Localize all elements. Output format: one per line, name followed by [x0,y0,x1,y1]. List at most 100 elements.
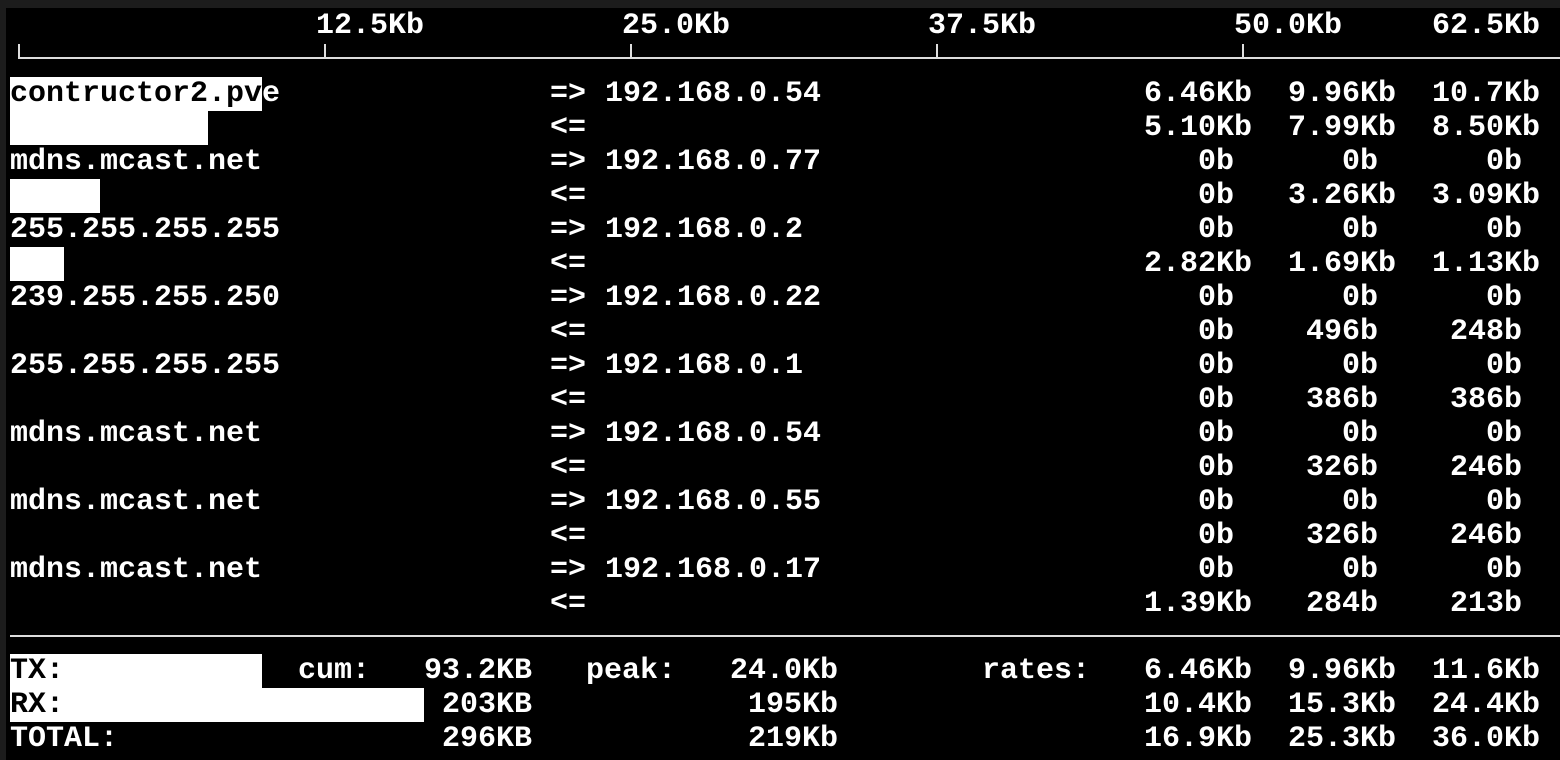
rx-rate: 326b [1305,519,1378,553]
tx-rate: 0b [1485,349,1522,383]
rx-rate: 0b [1197,451,1234,485]
rx-rate: 2.82Kb [1143,247,1252,281]
cumulative-value: 93.2KB [423,654,532,688]
rx-rate: 496b [1305,315,1378,349]
total-rate: 15.3Kb [1287,688,1396,722]
inbound-arrow: <= [550,111,587,145]
scale-axis [18,57,1560,59]
scale-tick [18,44,20,58]
tx-rate: 0b [1485,485,1522,519]
rx-rate: 5.10Kb [1143,111,1252,145]
tx-rate: 0b [1197,417,1234,451]
flow-host: contructor2.pve [10,77,280,111]
rx-rate: 8.50Kb [1431,111,1540,145]
outbound-arrow: => [550,145,587,179]
scale-tick-label: 62.5Kb [1431,9,1540,43]
tx-rate-bar [10,77,262,111]
scale-tick-label: 37.5Kb [928,9,1037,43]
total-rate: 36.0Kb [1431,722,1540,756]
rx-rate: 3.26Kb [1287,179,1396,213]
flow-peer: 192.168.0.2 [605,213,804,247]
flow-host: mdns.mcast.net [10,145,263,179]
total-rate: 25.3Kb [1287,722,1396,756]
rx-rate: 248b [1449,315,1522,349]
inbound-arrow: <= [550,587,587,621]
bar-covered-text: TX: [10,654,65,688]
inbound-arrow: <= [550,451,587,485]
outbound-arrow: => [550,417,587,451]
rx-rate: 246b [1449,451,1522,485]
rx-rate: 326b [1305,451,1378,485]
scale-tick [936,44,938,58]
tx-rate: 0b [1197,213,1234,247]
rx-rate: 386b [1449,383,1522,417]
tx-rate: 0b [1341,485,1378,519]
flow-peer: 192.168.0.55 [605,485,822,519]
totals-label: TOTAL: [10,722,119,756]
rates-label: rates: [982,654,1091,688]
tx-rate: 0b [1341,349,1378,383]
total-rate: 6.46Kb [1143,654,1252,688]
flow-peer: 192.168.0.22 [605,281,822,315]
tx-rate: 9.96Kb [1287,77,1396,111]
rx-rate-bar [10,111,208,145]
tx-rate: 0b [1341,145,1378,179]
total-rate: 9.96Kb [1287,654,1396,688]
totals-bar [10,688,424,722]
total-rate: 10.4Kb [1143,688,1252,722]
bar-covered-text: RX: [10,688,65,722]
rx-rate: 284b [1305,587,1378,621]
tx-rate: 0b [1197,485,1234,519]
flow-host: 255.255.255.255 [10,349,281,383]
totals-label: RX: [10,688,64,722]
rx-rate: 0b [1197,383,1234,417]
tx-rate: 6.46Kb [1143,77,1252,111]
outbound-arrow: => [550,349,587,383]
outbound-arrow: => [550,553,587,587]
tx-rate: 10.7Kb [1431,77,1540,111]
tx-rate: 0b [1485,417,1522,451]
scale-tick [1242,44,1244,58]
rx-rate: 213b [1449,587,1522,621]
inbound-arrow: <= [550,383,587,417]
scale-tick [630,44,632,58]
bar-uncovered-text: e [262,77,281,111]
outbound-arrow: => [550,213,587,247]
flow-peer: 192.168.0.17 [605,553,822,587]
rx-rate-bar [10,179,100,213]
flow-peer: 192.168.0.54 [605,417,822,451]
inbound-arrow: <= [550,315,587,349]
total-rate: 11.6Kb [1431,654,1540,688]
bar-covered-text: contructor2.pv [10,77,263,111]
flow-peer: 192.168.0.1 [605,349,804,383]
tx-rate: 0b [1197,145,1234,179]
rx-rate-bar [10,247,64,281]
tx-rate: 0b [1341,553,1378,587]
cum-label: cum: [298,654,371,688]
tx-rate: 0b [1485,553,1522,587]
peak-label: peak: [586,654,677,688]
flow-host: mdns.mcast.net [10,485,263,519]
scale-tick [324,44,326,58]
tx-rate: 0b [1485,213,1522,247]
peak-value: 195Kb [747,688,838,722]
flow-host: mdns.mcast.net [10,417,263,451]
tx-rate: 0b [1485,281,1522,315]
totals-label: TX: [10,654,64,688]
inbound-arrow: <= [550,519,587,553]
inbound-arrow: <= [550,247,587,281]
rx-rate: 3.09Kb [1431,179,1540,213]
flow-host: 255.255.255.255 [10,213,281,247]
inbound-arrow: <= [550,179,587,213]
outbound-arrow: => [550,281,587,315]
tx-rate: 0b [1485,145,1522,179]
tx-rate: 0b [1341,213,1378,247]
scale-tick-label: 50.0Kb [1234,9,1343,43]
tx-rate: 0b [1341,417,1378,451]
cumulative-value: 296KB [441,722,532,756]
outbound-arrow: => [550,77,587,111]
totals-bar [10,654,262,688]
rx-rate: 1.13Kb [1431,247,1540,281]
tx-rate: 0b [1341,281,1378,315]
rx-rate: 0b [1197,315,1234,349]
